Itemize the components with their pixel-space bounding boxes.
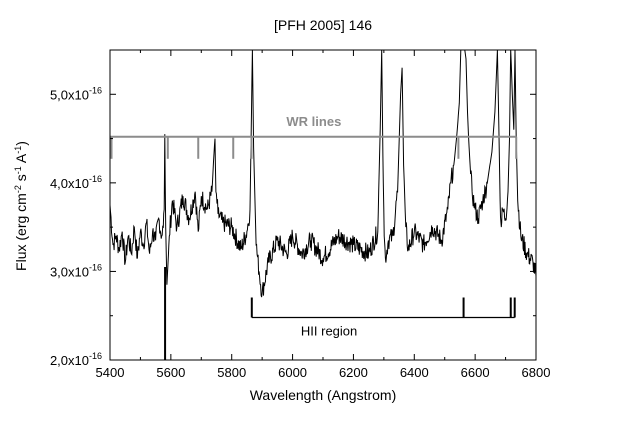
y-tick-label: 2,0x10-16 <box>50 351 102 368</box>
x-tick-label: 5800 <box>217 365 246 380</box>
y-axis-title-exp2: -1 <box>13 166 23 174</box>
y-axis-title: Flux (erg cm-2 s-1 A-1) <box>13 141 29 271</box>
y-axis-title-base: Flux (erg cm <box>13 193 29 271</box>
y-axis-title-mid2: A <box>13 153 29 166</box>
y-tick-label: 5,0x10-16 <box>50 85 102 102</box>
wr-lines-label: WR lines <box>286 114 341 129</box>
y-tick-label: 4,0x10-16 <box>50 174 102 191</box>
y-axis-title-mid1: s <box>13 174 29 185</box>
y-axis-title-end: ) <box>13 141 29 146</box>
spectrum-line <box>110 50 536 298</box>
y-axis-title-exp3: -1 <box>13 146 23 154</box>
x-tick-label: 6800 <box>522 365 551 380</box>
hii-region-label: HII region <box>301 323 357 338</box>
y-tick-label: 3,0x10-16 <box>50 262 102 279</box>
x-axis-title: Wavelength (Angstrom) <box>250 387 397 403</box>
x-tick-label: 5600 <box>156 365 185 380</box>
x-tick-label: 6600 <box>461 365 490 380</box>
chart-title: [PFH 2005] 146 <box>274 17 372 33</box>
x-tick-label: 6000 <box>278 365 307 380</box>
plot-area: WR lines HII region 5400 5600 5800 6000 6200 64… <box>50 49 551 380</box>
x-tick-label: 5400 <box>96 365 125 380</box>
x-tick-label: 6200 <box>339 365 368 380</box>
x-tick-label: 6400 <box>400 365 429 380</box>
y-axis-title-exp1: -2 <box>13 185 23 193</box>
